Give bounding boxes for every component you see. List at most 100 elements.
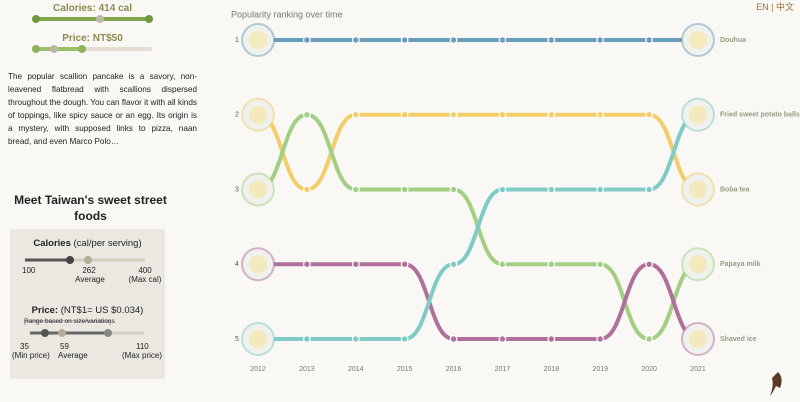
calories-unit: (cal/per serving) xyxy=(73,238,142,249)
slider-knob[interactable] xyxy=(32,45,40,53)
food-icon-detail xyxy=(689,105,707,124)
calories-marker xyxy=(66,256,74,264)
food-icon-detail xyxy=(249,105,267,124)
rank-dot xyxy=(351,110,360,119)
range-bracket xyxy=(24,320,111,325)
series-label: Papaya milk xyxy=(720,261,761,268)
food-icon-detail xyxy=(689,330,707,348)
rank-dot xyxy=(645,185,654,194)
y-tick-label: 3 xyxy=(235,186,239,193)
y-tick-label: 4 xyxy=(235,261,239,268)
rank-dot xyxy=(302,36,311,44)
legend-scales xyxy=(24,256,145,337)
rank-dot xyxy=(645,335,654,343)
rank-dot xyxy=(302,260,311,269)
series-line xyxy=(258,262,699,341)
sliders xyxy=(32,15,153,53)
price-heading: Price: (NT$1= US $0.034) xyxy=(10,305,165,316)
rank-dot xyxy=(302,335,311,343)
logo xyxy=(770,372,782,396)
rank-dot xyxy=(351,36,360,44)
rank-dot xyxy=(596,335,605,343)
rank-dot xyxy=(596,110,605,119)
food-icon-detail xyxy=(689,180,707,199)
rank-dot xyxy=(498,335,507,343)
price-min-label: (Min price) xyxy=(12,351,50,360)
rank-dot xyxy=(400,185,409,194)
slider-knob[interactable] xyxy=(32,15,40,23)
calories-title: Calories xyxy=(33,238,71,249)
calories-avg: 262 xyxy=(82,266,96,275)
x-tick-label: 2021 xyxy=(690,366,706,373)
y-tick-label: 2 xyxy=(235,112,239,119)
series-label: Boba tea xyxy=(720,186,750,193)
rank-dot xyxy=(449,185,458,194)
x-tick-label: 2013 xyxy=(299,366,315,373)
rank-dot xyxy=(498,185,507,194)
y-tick-label: 1 xyxy=(235,37,239,44)
average-marker xyxy=(84,256,92,264)
calories-max-label: (Max cal) xyxy=(128,275,162,284)
rank-dot xyxy=(547,185,556,194)
x-tick-label: 2020 xyxy=(641,366,657,373)
rank-dot xyxy=(351,185,360,194)
legend-box: Calories (cal/per serving) 100 262 Avera… xyxy=(10,229,165,379)
rank-dot xyxy=(449,260,458,269)
calories-readout: Calories: 414 cal xyxy=(53,3,132,14)
calories-heading: Calories (cal/per serving) xyxy=(10,238,165,249)
food-icon-detail xyxy=(249,31,267,49)
rank-dot xyxy=(449,36,458,44)
rank-dot xyxy=(645,260,654,269)
description: The popular scallion pancake is a savory… xyxy=(8,72,197,146)
language-switch[interactable]: EN | 中文 xyxy=(756,2,794,12)
rank-dot xyxy=(547,335,556,343)
x-tick-label: 2014 xyxy=(348,366,364,373)
rank-dot xyxy=(547,110,556,119)
max-marker xyxy=(104,329,112,337)
rank-dot xyxy=(547,260,556,269)
series-label: Douhua xyxy=(720,37,746,44)
food-icon-detail xyxy=(689,255,707,274)
slider-knob[interactable] xyxy=(50,45,58,53)
slider-knob[interactable] xyxy=(145,15,153,23)
rank-dot xyxy=(547,36,556,44)
rank-dot xyxy=(645,110,654,119)
price-min: 35 xyxy=(20,342,29,351)
x-tick-label: 2017 xyxy=(495,366,511,373)
price-title: Price: xyxy=(31,305,59,316)
price-avg: 59 xyxy=(60,342,69,351)
x-tick-label: 2012 xyxy=(250,366,266,373)
rank-dot xyxy=(351,335,360,343)
food-icon-detail xyxy=(249,255,267,274)
average-marker xyxy=(58,329,66,337)
series-label: Fried sweet potato balls xyxy=(720,112,800,119)
slider-knob[interactable] xyxy=(78,45,86,53)
food-icon-detail xyxy=(689,31,707,49)
rank-dot xyxy=(449,335,458,343)
calories-max: 400 xyxy=(138,266,152,275)
x-tick-label: 2016 xyxy=(446,366,462,373)
rank-dot xyxy=(400,335,409,343)
rank-dot xyxy=(596,185,605,194)
rank-dot xyxy=(400,36,409,44)
rank-dot xyxy=(449,110,458,119)
rank-dot xyxy=(596,36,605,44)
y-tick-label: 5 xyxy=(235,336,239,343)
rank-dot xyxy=(400,110,409,119)
x-tick-label: 2018 xyxy=(544,366,560,373)
rank-dot xyxy=(498,36,507,44)
calories-min: 100 xyxy=(22,266,36,275)
slider-knob[interactable] xyxy=(96,15,104,23)
series-line xyxy=(257,112,699,192)
price-readout: Price: NT$50 xyxy=(62,33,123,44)
chart-title: Popularity ranking over time xyxy=(231,9,343,19)
x-tick-label: 2015 xyxy=(397,366,413,373)
calories-avg-label: Average xyxy=(75,275,105,284)
rank-dot xyxy=(645,36,654,44)
price-max: 110 xyxy=(136,342,149,351)
series-label: Shaved ice xyxy=(720,336,757,343)
price-avg-label: Average xyxy=(58,351,88,360)
food-icon-detail xyxy=(249,330,267,348)
